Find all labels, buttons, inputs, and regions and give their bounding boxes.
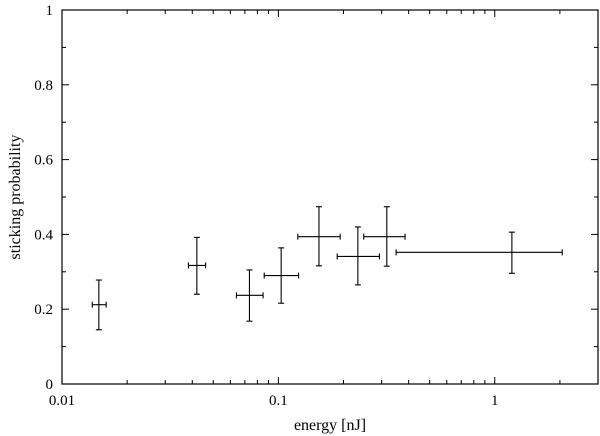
y-tick-label: 0.2 — [34, 302, 53, 318]
y-tick-label: 1 — [46, 3, 54, 19]
data-point — [297, 206, 341, 267]
x-axis-label: energy [nJ] — [294, 417, 366, 434]
y-tick-label: 0.4 — [34, 227, 53, 243]
y-tick-label: 0.8 — [34, 78, 53, 94]
data-point — [187, 236, 207, 295]
data-point — [363, 206, 406, 267]
data-point — [263, 247, 300, 304]
data-point — [395, 231, 563, 274]
axis-ticks — [61, 9, 599, 385]
data-point — [336, 226, 380, 286]
x-tick-label: 0.1 — [269, 393, 288, 409]
x-tick-label: 0.01 — [49, 393, 75, 409]
data-points — [91, 206, 563, 331]
y-tick-labels: 0 0.2 0.4 0.6 0.8 1 — [34, 3, 53, 393]
data-point — [235, 269, 264, 322]
plot-frame — [61, 9, 599, 385]
y-axis-label: sticking probability — [7, 135, 24, 260]
data-point — [91, 279, 107, 331]
x-tick-labels: 0.01 0.1 1 — [49, 393, 499, 409]
y-tick-label: 0.6 — [34, 153, 53, 169]
y-tick-label: 0 — [46, 377, 54, 393]
x-tick-label: 1 — [491, 393, 499, 409]
